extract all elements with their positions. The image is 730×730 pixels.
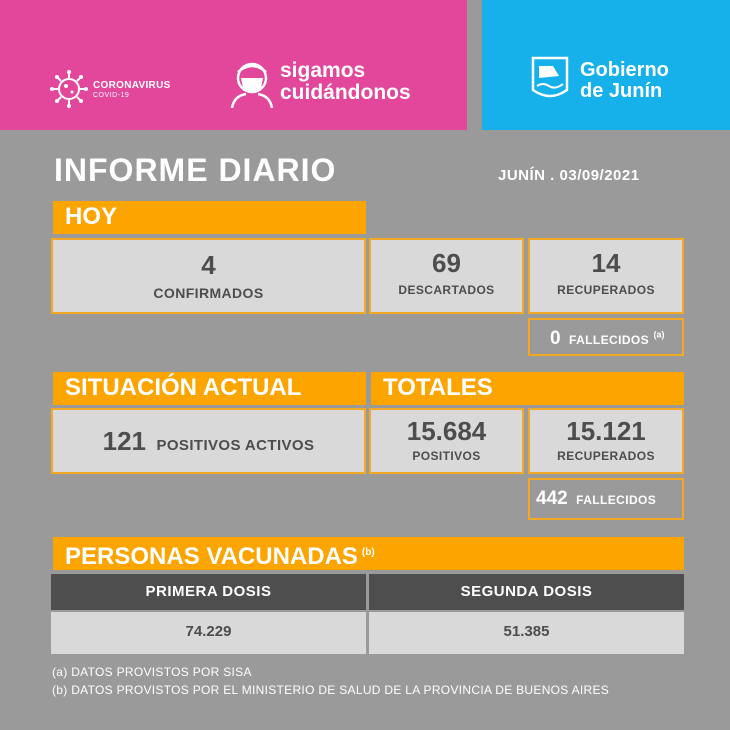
campaign-slogan: sigamos cuidándonos xyxy=(280,60,411,104)
footnote-a: (a) DATOS PROVISTOS POR SISA xyxy=(52,665,252,679)
confirmados-value: 4 xyxy=(201,250,216,280)
virus-icon xyxy=(50,70,88,108)
vacunas-heading-text: PERSONAS VACUNADAS xyxy=(65,543,358,570)
positivos-value: 15.684 xyxy=(406,416,487,446)
vacunas-heading: PERSONAS VACUNADAS (b) xyxy=(53,537,684,570)
campaign-line-2: cuidándonos xyxy=(280,81,411,104)
primera-dosis-value: 74.229 xyxy=(51,612,366,654)
descartados-label: DESCARTADOS xyxy=(398,283,495,297)
segunda-dosis-header: SEGUNDA DOSIS xyxy=(369,574,684,610)
confirmados-box: 4 CONFIRMADOS xyxy=(51,238,366,314)
government-line-2: de Junín xyxy=(580,80,663,102)
footnote-b: (b) DATOS PROVISTOS POR EL MINISTERIO DE… xyxy=(52,683,610,697)
activos-label: POSITIVOS ACTIVOS xyxy=(156,437,315,454)
fallecidos-hoy-box: 0 FALLECIDOS (a) xyxy=(528,318,684,356)
primera-dosis-header: PRIMERA DOSIS xyxy=(51,574,366,610)
fallecidos-total-box: 442 FALLECIDOS xyxy=(528,478,684,520)
fallecidos-total-label: FALLECIDOS xyxy=(576,493,657,507)
header-pink-band xyxy=(0,0,467,130)
confirmados-label: CONFIRMADOS xyxy=(153,285,264,301)
descartados-box: 69 DESCARTADOS xyxy=(369,238,524,314)
fallecidos-hoy-value: 0 xyxy=(550,328,561,349)
positivos-box: 15.684 POSITIVOS xyxy=(369,408,524,474)
header-blue-band xyxy=(482,0,730,130)
recuperados-hoy-box: 14 RECUPERADOS xyxy=(528,238,684,314)
government-line-1: Gobierno xyxy=(580,59,669,81)
hoy-heading: HOY xyxy=(53,201,366,234)
fallecidos-total-value: 442 xyxy=(536,488,568,509)
activos-box: 121 POSITIVOS ACTIVOS xyxy=(51,408,366,474)
recuperados-hoy-value: 14 xyxy=(591,248,621,278)
corona-title: CORONAVIRUS xyxy=(93,80,171,91)
report-title: INFORME DIARIO xyxy=(54,152,337,188)
totales-heading: TOTALES xyxy=(371,372,684,405)
junin-crest-icon xyxy=(531,56,569,98)
recuperados-total-label: RECUPERADOS xyxy=(557,449,655,463)
segunda-dosis-value: 51.385 xyxy=(369,612,684,654)
activos-value: 121 xyxy=(102,426,146,456)
vacunas-heading-note: (b) xyxy=(361,547,375,558)
face-mask-icon xyxy=(230,62,274,108)
corona-subtitle: COVID-19 xyxy=(93,92,130,99)
recuperados-total-value: 15.121 xyxy=(566,416,646,446)
recuperados-hoy-label: RECUPERADOS xyxy=(557,283,655,297)
positivos-label: POSITIVOS xyxy=(412,449,481,463)
government-name: Gobierno de Junín xyxy=(580,60,669,102)
recuperados-total-box: 15.121 RECUPERADOS xyxy=(528,408,684,474)
fallecidos-hoy-note: (a) xyxy=(653,329,665,340)
report-date: JUNÍN . 03/09/2021 xyxy=(498,167,640,184)
campaign-line-1: sigamos xyxy=(280,59,366,82)
fallecidos-hoy-label: FALLECIDOS xyxy=(569,333,650,347)
situacion-heading: SITUACIÓN ACTUAL xyxy=(53,372,366,405)
descartados-value: 69 xyxy=(432,248,461,278)
